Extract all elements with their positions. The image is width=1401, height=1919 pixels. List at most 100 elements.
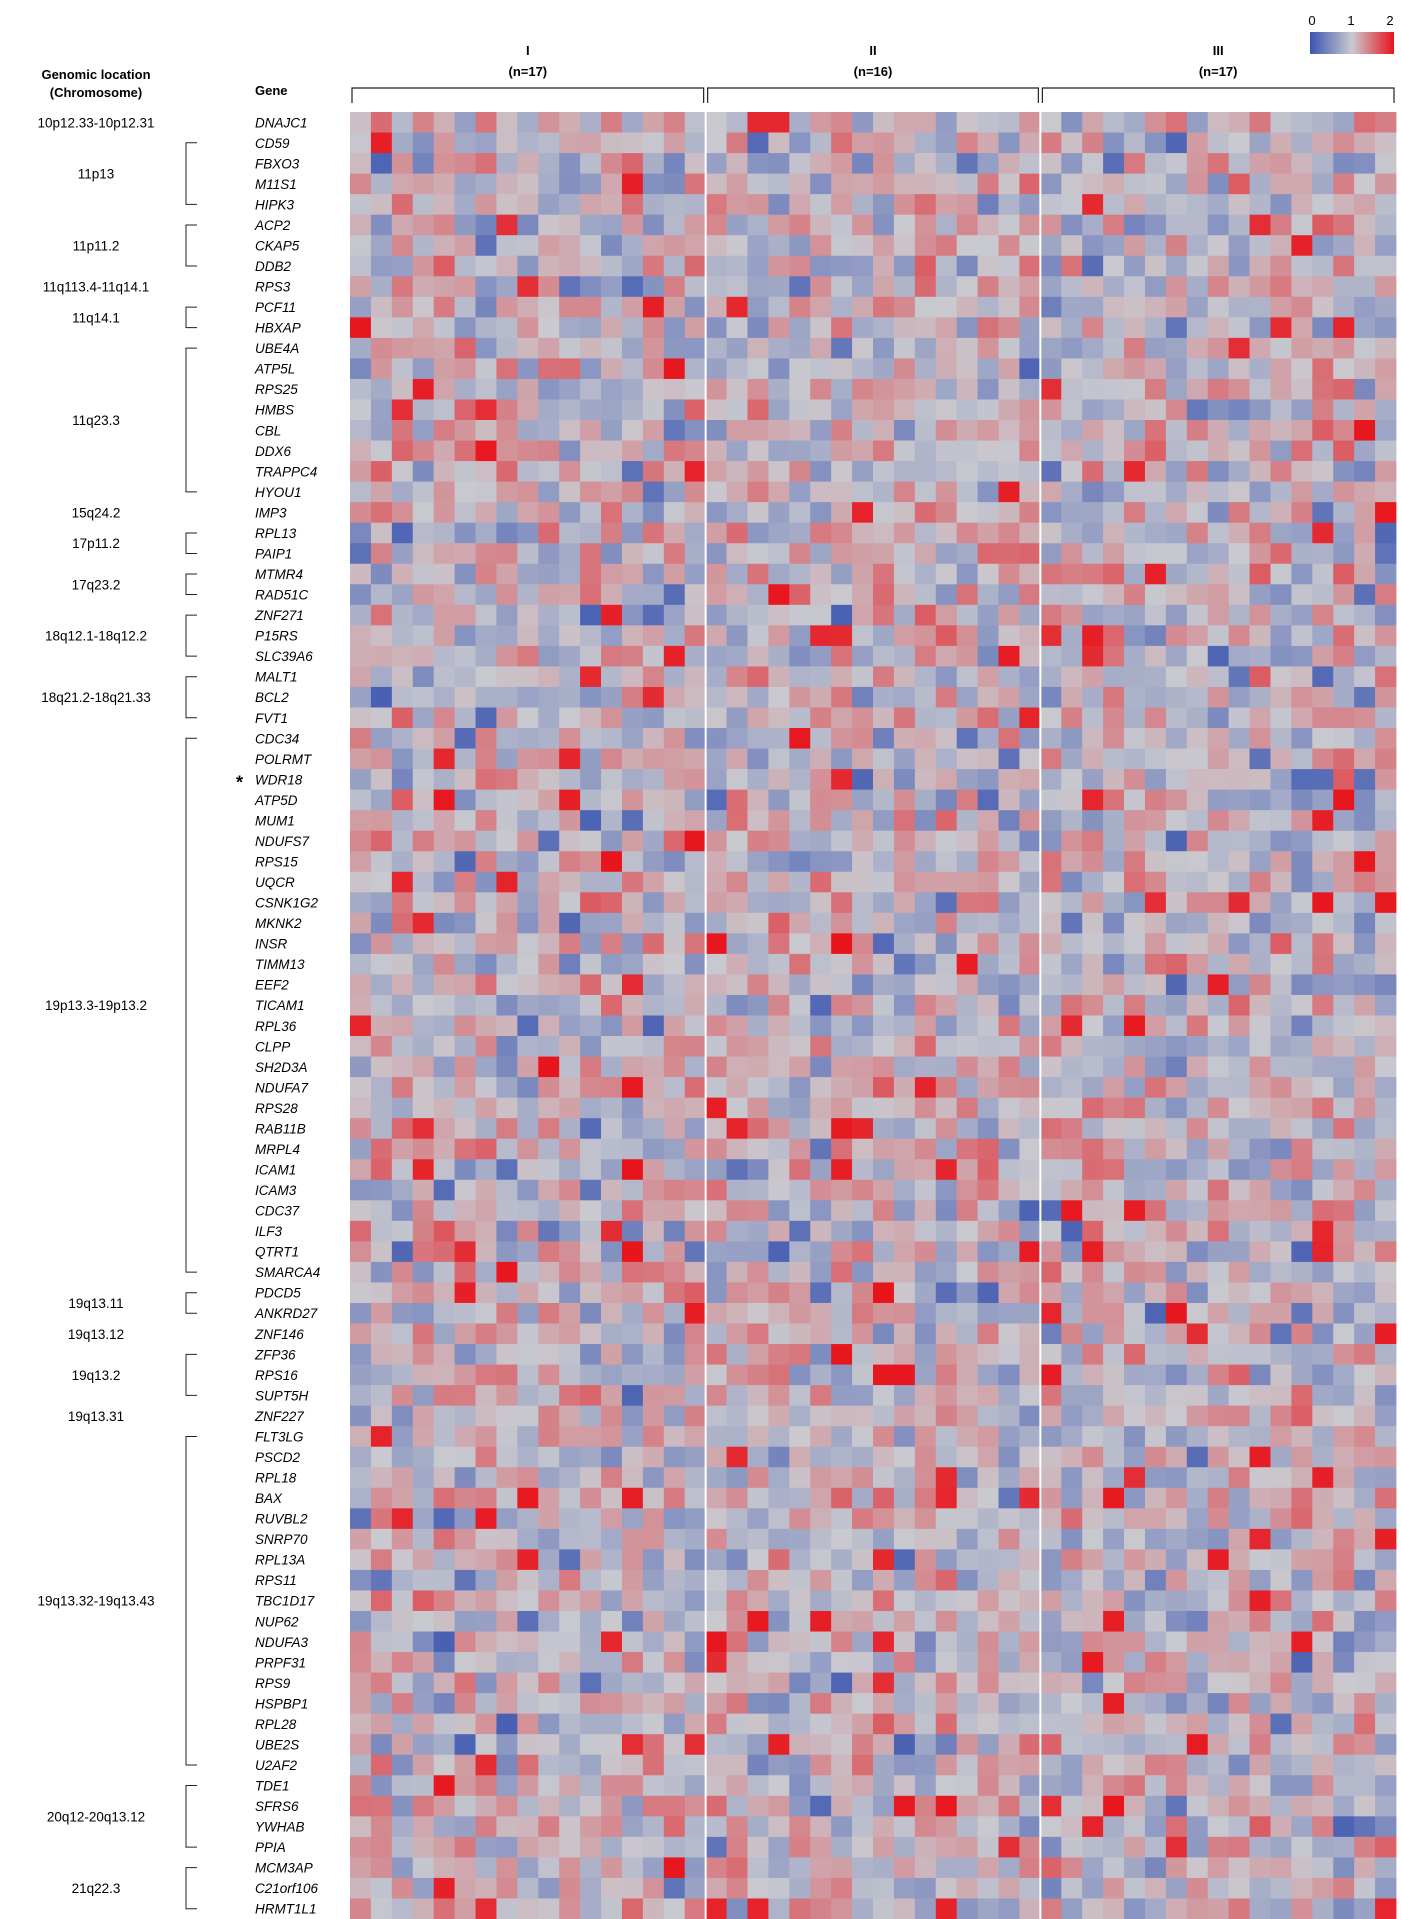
heatmap-cell bbox=[350, 1282, 372, 1304]
heatmap-cell bbox=[1270, 604, 1292, 626]
heatmap-cell bbox=[350, 645, 372, 667]
heatmap-cell bbox=[1103, 1877, 1125, 1899]
heatmap-cell bbox=[768, 399, 790, 421]
heatmap-cell bbox=[1249, 789, 1271, 811]
heatmap-cell bbox=[1354, 1015, 1376, 1037]
heatmap-cell bbox=[1186, 1097, 1209, 1119]
heatmap-cell bbox=[1124, 502, 1146, 524]
heatmap-cell bbox=[517, 1036, 539, 1057]
heatmap-cell bbox=[538, 502, 560, 524]
heatmap-cell bbox=[1019, 132, 1041, 154]
heatmap-cell bbox=[768, 1508, 790, 1530]
heatmap-cell bbox=[1082, 604, 1104, 626]
heatmap-cell bbox=[391, 296, 414, 318]
heatmap-cell bbox=[789, 1816, 811, 1838]
heatmap-cell bbox=[1144, 132, 1167, 154]
heatmap-cell bbox=[1040, 358, 1062, 380]
heatmap-cell bbox=[391, 625, 414, 647]
heatmap-cell bbox=[391, 686, 414, 708]
heatmap-cell bbox=[601, 1549, 623, 1571]
heatmap-cell bbox=[642, 440, 665, 462]
heatmap-cell bbox=[621, 810, 644, 832]
gene-label: SLC39A6 bbox=[255, 649, 313, 664]
heatmap-cell bbox=[726, 1569, 748, 1591]
heatmap-cell bbox=[789, 1118, 811, 1140]
heatmap-cell bbox=[1207, 1487, 1230, 1509]
heatmap-cell bbox=[1082, 1467, 1104, 1489]
heatmap-cell bbox=[998, 1836, 1020, 1858]
heatmap-cell bbox=[391, 153, 414, 174]
heatmap-cell bbox=[1103, 1713, 1125, 1735]
heatmap-cell bbox=[433, 1385, 455, 1407]
heatmap-cell bbox=[1186, 1816, 1209, 1838]
heatmap-cell bbox=[705, 1898, 727, 1919]
heatmap-cell bbox=[956, 769, 978, 791]
heatmap-cell bbox=[852, 1385, 874, 1407]
heatmap-cell bbox=[914, 728, 937, 749]
heatmap-cell bbox=[935, 707, 958, 729]
heatmap-cell bbox=[601, 625, 623, 647]
heatmap-cell bbox=[1144, 173, 1167, 195]
heatmap-cell bbox=[747, 1816, 769, 1838]
heatmap-cell bbox=[1228, 645, 1250, 667]
heatmap-cell bbox=[1249, 173, 1271, 195]
heatmap-cell bbox=[663, 1056, 686, 1078]
heatmap-cell bbox=[1333, 1118, 1355, 1140]
heatmap-cell bbox=[789, 1241, 811, 1263]
heatmap-cell bbox=[956, 1241, 978, 1263]
heatmap-cell bbox=[454, 1795, 476, 1817]
gene-label: BCL2 bbox=[255, 690, 289, 705]
heatmap-cell bbox=[893, 933, 916, 955]
heatmap-cell bbox=[852, 1364, 874, 1386]
gene-label: ICAM3 bbox=[255, 1183, 297, 1198]
heatmap-cell bbox=[538, 112, 560, 133]
heatmap-cell bbox=[684, 1159, 707, 1181]
heatmap-cell bbox=[1103, 1344, 1125, 1365]
heatmap-cell bbox=[621, 645, 644, 667]
heatmap-cell bbox=[433, 1693, 455, 1715]
heatmap-cell bbox=[789, 420, 811, 441]
gene-label: MUM1 bbox=[255, 813, 295, 828]
heatmap-cell bbox=[538, 1713, 560, 1735]
heatmap-cell bbox=[1228, 1159, 1250, 1181]
heatmap-cell bbox=[1165, 522, 1188, 544]
heatmap-cell bbox=[726, 1426, 748, 1448]
heatmap-cell bbox=[705, 1220, 727, 1242]
heatmap-cell bbox=[893, 686, 916, 708]
heatmap-cell bbox=[1249, 461, 1271, 483]
heatmap-cell bbox=[1186, 871, 1209, 893]
heatmap-cell bbox=[873, 625, 895, 647]
heatmap-cell bbox=[1270, 645, 1292, 667]
gene-label: RPL28 bbox=[255, 1717, 297, 1732]
heatmap-cell bbox=[1061, 420, 1083, 441]
heatmap-cell bbox=[601, 1077, 623, 1099]
heatmap-cell bbox=[852, 1097, 874, 1119]
heatmap-cell bbox=[705, 1426, 727, 1448]
heatmap-cell bbox=[391, 1220, 414, 1242]
heatmap-cell bbox=[684, 1898, 707, 1919]
heatmap-cell bbox=[935, 1652, 958, 1673]
heatmap-cell bbox=[1249, 1426, 1271, 1448]
heatmap-cell bbox=[831, 1775, 853, 1797]
heatmap-cell bbox=[580, 461, 602, 483]
heatmap-cell bbox=[977, 481, 999, 503]
heatmap-cell bbox=[621, 1775, 644, 1797]
gene-label: RPS15 bbox=[255, 854, 298, 869]
heatmap-cell bbox=[789, 214, 811, 236]
heatmap-cell bbox=[977, 1569, 999, 1591]
heatmap-cell bbox=[1040, 481, 1062, 503]
heatmap-cell bbox=[977, 994, 999, 1016]
heatmap-cell bbox=[810, 789, 832, 811]
heatmap-cell bbox=[517, 1672, 539, 1694]
heatmap-cell bbox=[454, 1631, 476, 1653]
heatmap-cell bbox=[789, 1364, 811, 1386]
heatmap-cell bbox=[1082, 1282, 1104, 1304]
heatmap-cell bbox=[412, 153, 435, 174]
heatmap-cell bbox=[350, 358, 372, 380]
heatmap-cell bbox=[1291, 1734, 1313, 1756]
heatmap-cell bbox=[496, 1138, 518, 1160]
heatmap-cell bbox=[412, 1036, 435, 1057]
heatmap-cell bbox=[914, 1693, 937, 1715]
heatmap-cell bbox=[705, 769, 727, 791]
heatmap-cell bbox=[1186, 399, 1209, 421]
